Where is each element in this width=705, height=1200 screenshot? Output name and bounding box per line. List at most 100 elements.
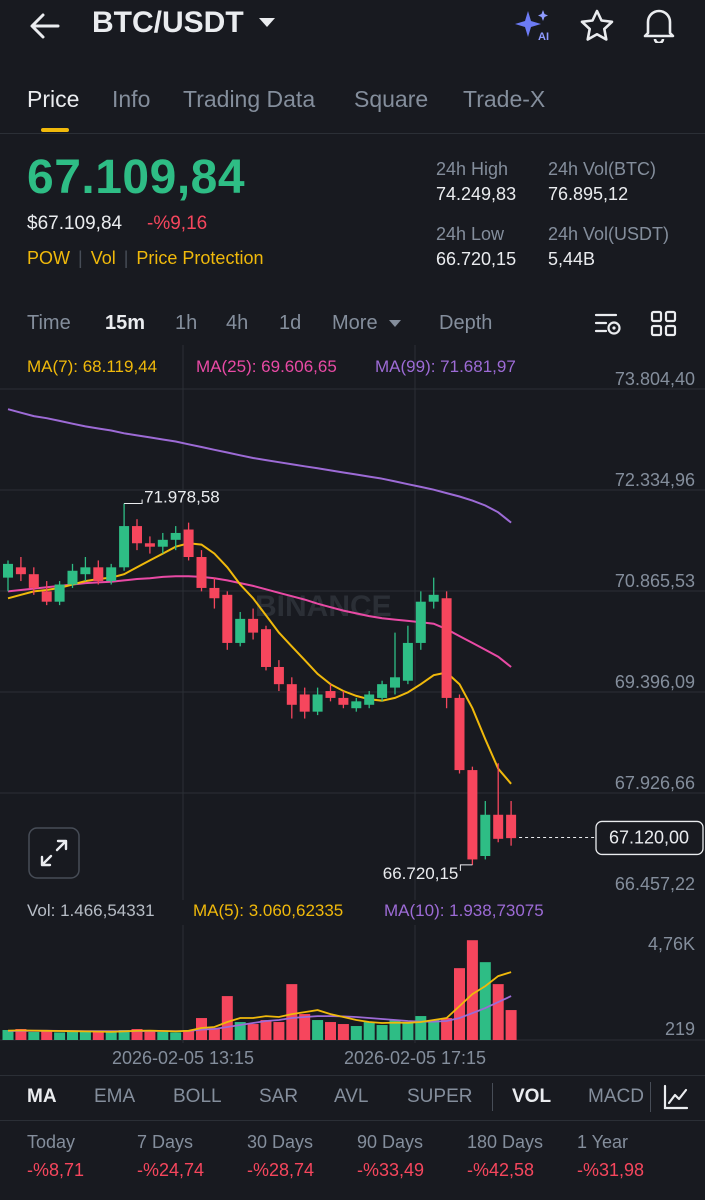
indicator-sar[interactable]: SAR: [259, 1086, 299, 1107]
ai-sparkle-icon[interactable]: AI: [514, 9, 552, 43]
more-caret-icon[interactable]: [389, 320, 401, 327]
candle-body: [338, 697, 349, 705]
price-markers: 71.978,58 66.720,15 67.120,00: [124, 487, 704, 883]
indicator-super[interactable]: SUPER: [407, 1086, 473, 1107]
candle: [351, 697, 362, 712]
candle: [209, 577, 220, 609]
candle: [480, 801, 491, 860]
candlestick-chart[interactable]: BINANCE 73.804,40 72.334,96 70.865,53 69.39…: [0, 345, 705, 900]
stat-low-value: 66.720,15: [436, 249, 517, 269]
indicator-ma[interactable]: MA: [27, 1086, 57, 1107]
perf-label-90d: 90 Days: [357, 1132, 424, 1152]
x-axis-tick-label: 2026-02-05 13:15: [112, 1048, 254, 1068]
x-axis-tick-label: 2026-02-05 17:15: [344, 1048, 486, 1068]
y-axis-tick-label: 67.926,66: [615, 773, 695, 793]
volume-grid: [0, 925, 705, 1043]
drawing-tools-icon[interactable]: [662, 1083, 690, 1111]
perf-value-30d: -%28,74: [247, 1160, 315, 1180]
candle: [299, 687, 310, 719]
volume-axis-labels: 4,76K 219: [648, 934, 695, 1039]
current-price-box[interactable]: [595, 820, 704, 856]
candle: [183, 522, 194, 561]
candle-body: [80, 567, 91, 575]
volume-bar: [208, 1028, 220, 1040]
candle-body: [222, 594, 233, 643]
usd-price: $67.109,84: [27, 213, 123, 234]
timeframe-1h[interactable]: 1h: [175, 312, 198, 334]
last-price: 67.109,84: [27, 151, 246, 204]
candle-body: [157, 539, 168, 547]
pair-title[interactable]: BTC/USDT: [92, 6, 244, 39]
tab-trading-data[interactable]: Trading Data: [183, 86, 316, 112]
low-marker-line: [459, 864, 473, 871]
candle: [312, 687, 323, 716]
candle-body: [261, 629, 271, 667]
grid-icon[interactable]: [650, 310, 678, 338]
perf-value-180d: -%42,58: [467, 1160, 535, 1180]
volume-bar: [92, 1032, 104, 1040]
bell-icon[interactable]: [642, 7, 676, 43]
volume-bar: [337, 1024, 349, 1040]
depth-tab[interactable]: Depth: [439, 312, 493, 334]
candle-body: [144, 543, 155, 547]
y-axis-tick-label: 73.804,40: [615, 369, 695, 389]
back-arrow-icon[interactable]: [28, 12, 62, 40]
candle: [364, 691, 375, 709]
tab-square[interactable]: Square: [354, 86, 429, 112]
svg-text:AI: AI: [538, 31, 549, 43]
perf-label-7d: 7 Days: [137, 1132, 194, 1152]
candle-body: [351, 701, 362, 709]
candle: [325, 684, 336, 702]
active-tab-indicator: [41, 128, 69, 132]
volume-bar: [2, 1030, 14, 1040]
timeframe-4h[interactable]: 4h: [226, 312, 249, 334]
vol-axis-max-label: 4,76K: [648, 934, 695, 954]
candle-body: [273, 666, 284, 685]
volume-bar: [54, 1032, 66, 1040]
perf-label-1y: 1 Year: [577, 1132, 629, 1152]
candle-body: [325, 691, 336, 698]
candle: [54, 581, 65, 606]
candle: [402, 625, 413, 685]
perf-label-30d: 30 Days: [247, 1132, 314, 1152]
candle: [144, 536, 155, 554]
chevron-down-icon[interactable]: [259, 18, 275, 27]
tag-pow[interactable]: POW: [27, 248, 70, 268]
volume-bar: [183, 1030, 195, 1040]
indicator-avl[interactable]: AVL: [334, 1086, 369, 1107]
timeframe-time[interactable]: Time: [27, 312, 71, 334]
tab-price[interactable]: Price: [27, 86, 80, 112]
tab-info[interactable]: Info: [112, 86, 151, 112]
candle-body: [377, 684, 388, 698]
moving-average-lines: [7, 408, 512, 785]
volume-chart[interactable]: 4,76K 219 2026-02-05 13:15 2026-02-05 17:1…: [0, 925, 705, 1075]
indicator-macd[interactable]: MACD: [588, 1086, 644, 1107]
candle-body: [454, 697, 465, 771]
candle-body: [402, 642, 413, 681]
indicator-boll[interactable]: BOLL: [173, 1086, 222, 1107]
expand-icon[interactable]: [28, 827, 80, 879]
tag-vol[interactable]: Vol: [90, 248, 116, 268]
star-icon[interactable]: [580, 9, 614, 41]
chart-settings-icon[interactable]: [594, 310, 624, 338]
indicator-ema[interactable]: EMA: [94, 1086, 136, 1107]
candle: [248, 608, 259, 640]
perf-value-7d: -%24,74: [137, 1160, 205, 1180]
tab-trade-x[interactable]: Trade-X: [463, 86, 546, 112]
timeframe-15m[interactable]: 15m: [105, 312, 146, 334]
volume-bar: [428, 1020, 440, 1040]
y-axis-tick-label: 72.334,96: [615, 470, 695, 490]
stat-low-label: 24h Low: [436, 224, 505, 244]
tag-price-protection[interactable]: Price Protection: [136, 248, 264, 268]
candle: [454, 694, 465, 774]
volume-bars: [2, 940, 517, 1040]
candle-body: [506, 814, 517, 839]
volume-bar: [363, 1022, 375, 1040]
timeframe-1d[interactable]: 1d: [279, 312, 302, 334]
timeframe-more[interactable]: More: [332, 312, 378, 334]
indicator-vol[interactable]: VOL: [512, 1086, 552, 1107]
candle: [41, 581, 52, 606]
candle-body: [3, 563, 13, 578]
candle: [273, 660, 284, 692]
indicator-bar: [0, 1075, 705, 1121]
